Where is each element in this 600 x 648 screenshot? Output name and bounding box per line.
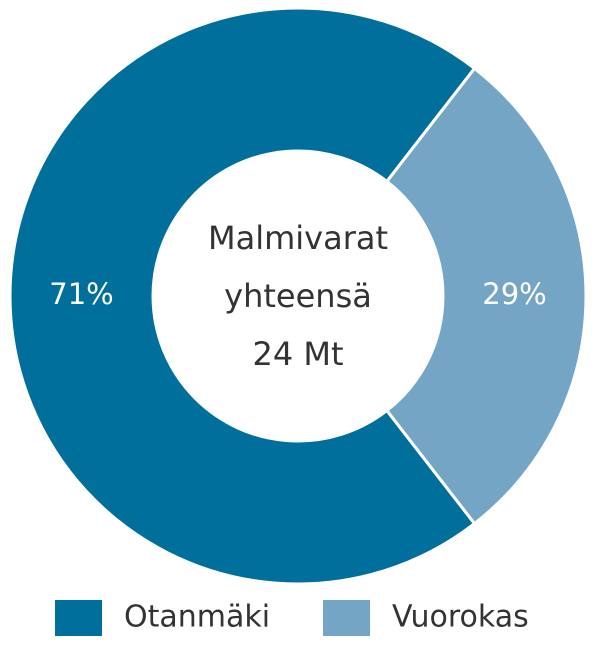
donut-slice: [8, 6, 477, 586]
legend-label: Vuorokas: [392, 600, 529, 635]
value-label: 29%: [482, 277, 546, 311]
legend-swatch: [323, 600, 370, 636]
legend-swatch: [55, 600, 102, 636]
legend-label: Otanmäki: [124, 600, 270, 635]
center-label: Malmivarat: [208, 219, 388, 257]
center-label: yhteensä: [224, 277, 372, 315]
center-label: 24 Mt: [252, 335, 343, 373]
donut-slice: [384, 66, 588, 526]
value-label: 71%: [49, 277, 113, 311]
